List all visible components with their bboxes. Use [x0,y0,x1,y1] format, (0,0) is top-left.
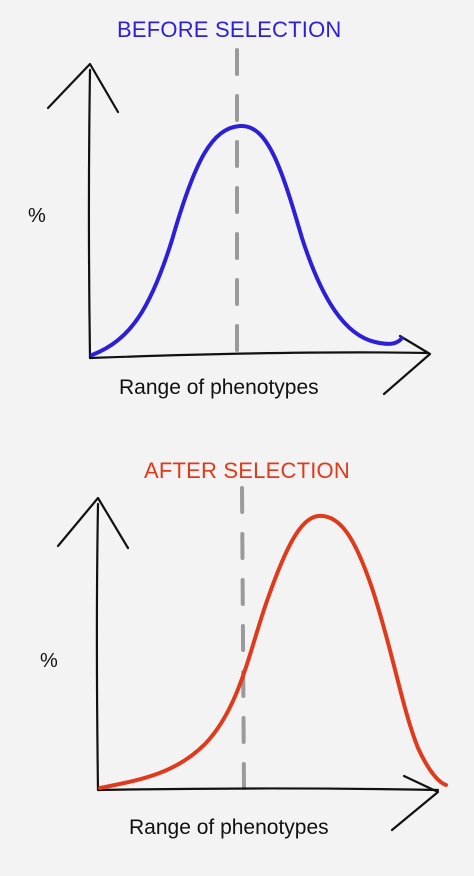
before-selection-graph [46,48,432,396]
distribution-curve [90,123,404,357]
x-axis-label: Range of phenotypes [129,816,329,839]
distribution-curve [98,513,448,790]
y-axis [87,68,92,360]
x-axis-arrowhead [390,774,440,832]
before-selection-title: BEFORE SELECTION [117,17,342,42]
x-axis-label: Range of phenotypes [119,376,319,399]
x-axis [96,787,440,792]
after-selection-title: AFTER SELECTION [144,458,350,483]
after-selection-panel: AFTER SELECTION % Range of phenotypes [0,438,474,876]
after-selection-graph [56,486,448,832]
y-axis-arrowhead [56,496,130,550]
mean-line [240,486,246,792]
y-axis-label: % [40,650,58,672]
y-axis [95,502,100,792]
y-axis-label: % [28,205,46,227]
x-axis [88,351,430,360]
y-axis-arrowhead [46,62,120,114]
before-selection-panel: BEFORE SELECTION % Range of phenotypes [0,0,474,420]
x-axis-arrowhead [382,334,432,396]
